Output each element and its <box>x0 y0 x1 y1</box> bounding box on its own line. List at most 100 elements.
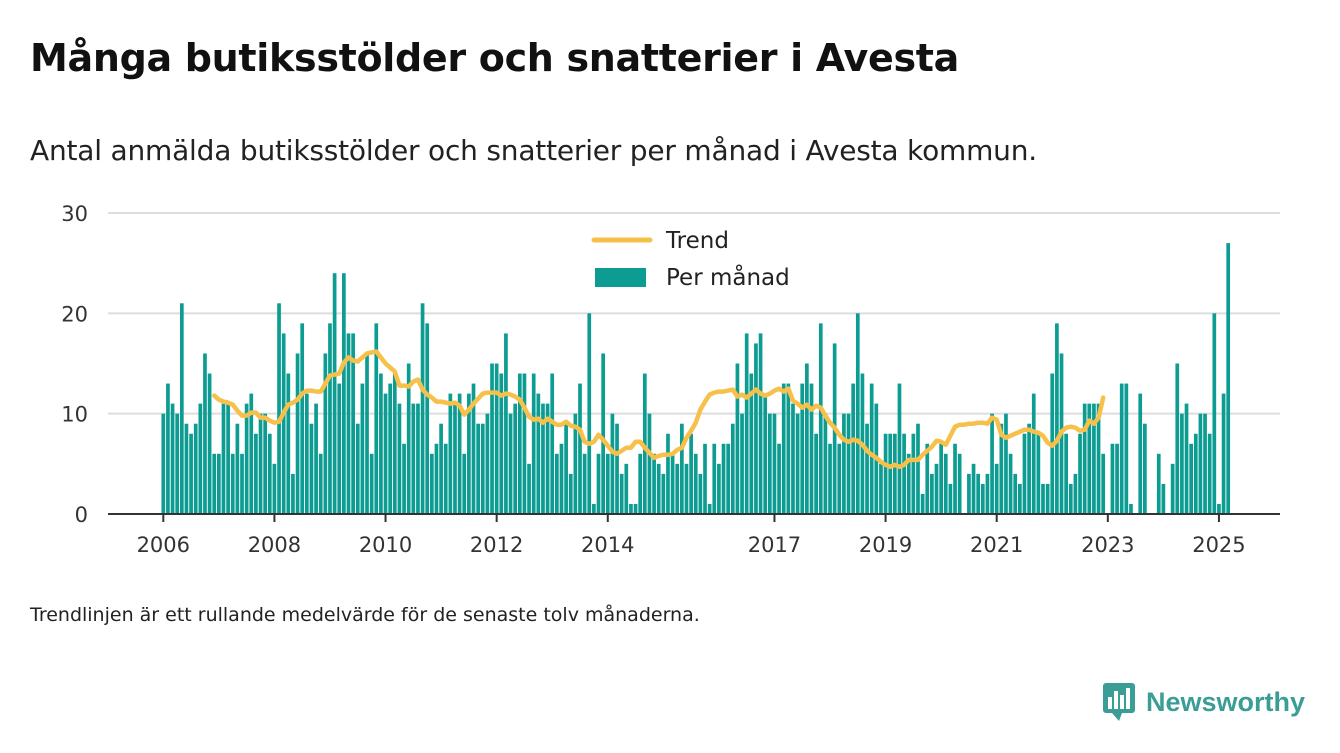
bar <box>652 453 656 514</box>
bar <box>1221 393 1226 514</box>
bar <box>642 373 647 514</box>
legend-trend-label: Trend <box>665 228 729 254</box>
bar <box>971 463 976 514</box>
bar <box>1092 403 1096 514</box>
bar <box>309 423 314 514</box>
y-tick-label: 10 <box>61 403 88 427</box>
bar <box>471 383 476 514</box>
bar <box>1004 413 1008 514</box>
bar <box>902 433 906 514</box>
bar <box>777 443 781 514</box>
x-tick-label: 2006 <box>137 533 190 557</box>
bar <box>411 403 416 514</box>
bar-chart-speech-bubble-icon <box>1103 683 1135 721</box>
bar <box>744 333 749 514</box>
bar <box>837 443 842 514</box>
bar <box>717 463 721 514</box>
bar <box>531 373 536 514</box>
bar <box>217 453 221 514</box>
bar <box>203 353 207 514</box>
bar <box>1189 443 1194 514</box>
bar <box>911 433 916 514</box>
x-axis: 2006 2008 2010 2012 2014 2017 2019 2021 2023 2025 <box>108 513 1280 557</box>
bar <box>800 383 805 514</box>
bar <box>795 413 800 514</box>
bar <box>994 463 999 514</box>
bar <box>240 453 244 514</box>
bar <box>976 473 981 514</box>
bar <box>684 463 689 514</box>
bar <box>369 453 374 514</box>
bar <box>1008 453 1013 514</box>
bar <box>462 453 467 514</box>
y-tick-label: 30 <box>61 202 88 226</box>
bar <box>212 453 217 514</box>
bar <box>573 413 578 514</box>
bar <box>429 453 434 514</box>
bar <box>1073 473 1078 514</box>
bar <box>638 453 643 514</box>
bar <box>1138 393 1143 514</box>
bar <box>925 443 930 514</box>
bar <box>1170 463 1175 514</box>
bar <box>545 403 550 514</box>
bar <box>434 443 439 514</box>
bar <box>277 303 281 514</box>
bar <box>314 403 318 514</box>
bar <box>781 383 786 514</box>
bar <box>916 423 920 514</box>
bar <box>906 453 911 514</box>
bar <box>675 463 680 514</box>
x-tick-label: 2019 <box>859 533 912 557</box>
bar <box>703 443 707 514</box>
bar <box>920 493 925 514</box>
x-tick-label: 2012 <box>470 533 523 557</box>
bar <box>842 413 846 514</box>
footnote: Trendlinjen är ett rullande medelvärde f… <box>30 604 700 626</box>
legend-bars-swatch <box>595 268 646 287</box>
bar <box>332 273 337 514</box>
bar <box>1198 413 1203 514</box>
bar <box>295 353 300 514</box>
bar <box>805 363 809 514</box>
x-tick-label: 2010 <box>359 533 412 557</box>
x-tick-label: 2021 <box>970 533 1023 557</box>
bar <box>1110 443 1115 514</box>
bar <box>707 503 712 514</box>
bar <box>592 503 596 514</box>
bar <box>1101 453 1106 514</box>
bar <box>712 443 717 514</box>
bar <box>1175 363 1180 514</box>
bar <box>791 403 795 514</box>
bar <box>818 323 823 514</box>
bar <box>633 503 638 514</box>
bar <box>605 453 610 514</box>
bar <box>559 443 564 514</box>
bar <box>1143 423 1147 514</box>
bar <box>698 473 703 514</box>
bar <box>1226 243 1231 514</box>
trend-line <box>211 349 1106 470</box>
bar <box>939 443 943 514</box>
bar <box>934 463 939 514</box>
bar <box>1212 313 1217 514</box>
chart-subtitle: Antal anmälda butiksstölder och snatteri… <box>30 134 1037 167</box>
bar <box>1156 453 1161 514</box>
x-tick-label: 2023 <box>1081 533 1134 557</box>
bar <box>855 313 860 514</box>
bar <box>166 383 170 514</box>
bar <box>286 373 291 514</box>
bar <box>1045 483 1050 514</box>
bar <box>680 423 684 514</box>
bar <box>1119 383 1124 514</box>
bar <box>564 423 568 514</box>
bar <box>740 413 744 514</box>
y-tick-label: 20 <box>61 302 88 326</box>
bar <box>754 343 758 514</box>
bar <box>388 383 393 514</box>
bar <box>1031 393 1036 514</box>
bar <box>179 303 184 514</box>
bar <box>967 473 971 514</box>
bar <box>883 433 888 514</box>
bar <box>1064 433 1068 514</box>
